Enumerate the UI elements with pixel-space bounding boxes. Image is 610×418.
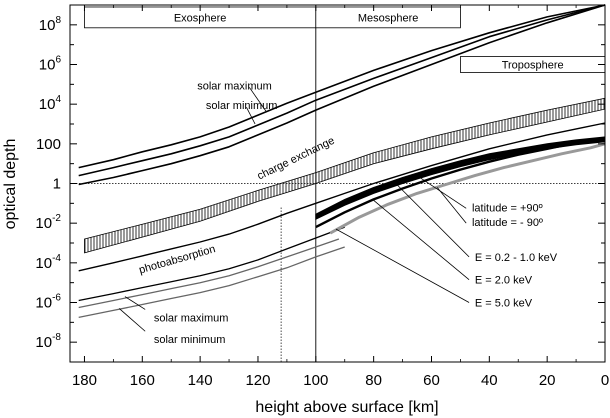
annotation-solar-minimum: solar minimum (206, 100, 278, 112)
y-tick-label: 10-2 (35, 213, 61, 232)
series-line-7 (78, 246, 345, 319)
series-line-1 (78, 4, 606, 169)
annotation-leader-5 (419, 177, 467, 209)
y-axis-title: optical depth (2, 139, 19, 230)
series-line-9 (329, 142, 606, 235)
region-box-mesosphere (315, 6, 461, 29)
y-tick-label: 104 (39, 94, 62, 113)
y-tick-label: 1 (53, 176, 61, 193)
annotation-leader-11 (118, 308, 146, 332)
annotation-e-5-0-kev: E = 5.0 keV (475, 298, 533, 310)
annotation-leader-7 (396, 184, 470, 258)
x-tick-label-20: 20 (539, 372, 556, 389)
series-line-5 (78, 226, 345, 302)
band-charge-exchange (84, 97, 606, 254)
region-label-exosphere: Exosphere (174, 12, 227, 24)
series-line-6 (78, 238, 340, 309)
annotation-solar-maximum: solar maximum (154, 312, 229, 324)
annotation-photoabsorption: photoabsorption (138, 243, 217, 276)
y-tick-label: 10-4 (35, 253, 61, 272)
series-line-2 (78, 4, 606, 177)
annotation-solar-minimum: solar minimum (154, 334, 226, 346)
annotation-latitude-90: latitude = - 90º (472, 217, 543, 229)
x-tick-label-140: 140 (188, 372, 213, 389)
y-tick-label: 108 (39, 15, 62, 34)
y-tick-label: 100 (36, 136, 61, 153)
annotation-leader-6 (436, 187, 467, 224)
series-line-4 (78, 122, 606, 272)
annotation-e-0-2-1-0-kev: E = 0.2 - 1.0 keV (475, 252, 558, 264)
region-label-mesosphere: Mesosphere (358, 12, 419, 24)
annotation-leader-9 (335, 228, 470, 303)
x-tick-label-120: 120 (245, 372, 270, 389)
x-axis-title: height above surface [km] (255, 399, 438, 416)
annotation-leader-10 (124, 296, 146, 310)
annotation-e-2-0-kev: E = 2.0 keV (475, 275, 533, 287)
series-line-8 (315, 136, 606, 229)
region-label-troposphere: Troposphere (502, 60, 564, 72)
y-tick-label: 106 (39, 55, 62, 74)
series-line-3 (78, 4, 606, 186)
x-tick-label-40: 40 (481, 372, 498, 389)
x-tick-label-80: 80 (365, 372, 382, 389)
annotation-leader-2 (246, 106, 256, 125)
x-tick-label-180: 180 (72, 372, 97, 389)
x-tick-label-0: 0 (601, 372, 609, 389)
y-tick-label: 10-6 (35, 293, 61, 312)
x-tick-label-100: 100 (303, 372, 328, 389)
x-tick-label-160: 160 (130, 372, 155, 389)
annotation-leader-8 (373, 200, 470, 280)
annotation-solar-maximum: solar maximum (197, 80, 272, 92)
y-tick-label: 10-8 (35, 332, 61, 351)
annotation-latitude-90: latitude = +90º (472, 202, 543, 214)
annotation-leader-1 (248, 87, 267, 113)
x-tick-label-60: 60 (423, 372, 440, 389)
